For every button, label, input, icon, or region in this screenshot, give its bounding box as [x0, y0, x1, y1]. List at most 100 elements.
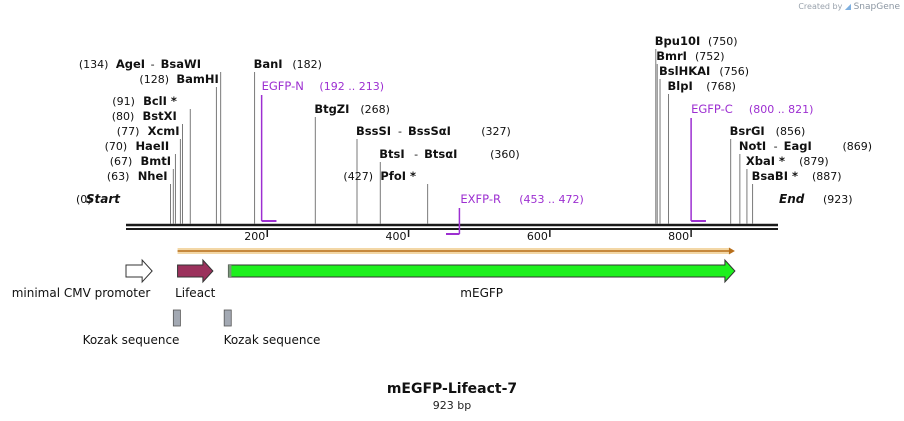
- site-enzyme-name: Bpu10I: [655, 34, 700, 48]
- ruler-tick-label: 600: [527, 230, 548, 243]
- site-enzyme-name: BamHI: [176, 72, 218, 86]
- cds-feature-arrow: [177, 258, 214, 284]
- site-position-label: (887): [812, 170, 842, 183]
- site-position-label: (91): [112, 95, 135, 108]
- site-position-label: (182): [292, 58, 322, 71]
- feature-label: mEGFP: [460, 286, 503, 300]
- restriction-site: (427) PfoI *: [343, 169, 416, 183]
- restriction-site: (879) XbaI *: [746, 154, 829, 168]
- restriction-site: (128) BamHI: [139, 72, 218, 86]
- site-position-label: (427): [343, 170, 373, 183]
- restriction-site: (856) BsrGI: [730, 124, 806, 138]
- restriction-site: (756) BslHKAI: [659, 64, 749, 78]
- site-enzyme-name: BanI: [254, 57, 283, 71]
- feature-start-hatch: [228, 265, 232, 277]
- restriction-site: (752) BmrI: [656, 49, 724, 63]
- site-name-separator: -: [774, 140, 778, 153]
- site-position-label: (327): [481, 125, 511, 138]
- site-enzyme-name: BmrI: [656, 49, 687, 63]
- site-position-label: (360): [490, 148, 520, 161]
- site-enzyme-name: BmtI: [141, 154, 172, 168]
- feature-label: minimal CMV promoter: [12, 286, 151, 300]
- snapgene-credit: Created by ◢ SnapGene: [798, 2, 900, 12]
- site-position-label: (268): [360, 103, 390, 116]
- primer-name: EXFP-R: [460, 192, 501, 206]
- site-position-label: (768): [706, 80, 736, 93]
- restriction-site: (63) NheI: [107, 169, 168, 183]
- site-enzyme-name: BssSI: [356, 124, 391, 138]
- site-position-label: (856): [776, 125, 806, 138]
- site-enzyme-name: NheI: [138, 169, 168, 183]
- restriction-site: (887) BsaBI *: [752, 169, 842, 183]
- site-name-separator: -: [414, 148, 418, 161]
- site-enzyme-name: BclI *: [143, 94, 177, 108]
- site-position-label: (128): [139, 73, 169, 86]
- restriction-site: (182) BanI: [254, 57, 322, 71]
- restriction-site: (77) XcmI: [117, 124, 180, 138]
- credit-prefix: Created by: [798, 2, 843, 11]
- site-enzyme-name: BslHKAI: [659, 64, 710, 78]
- primer-name: EGFP-C: [691, 102, 733, 116]
- plasmid-name: mEGFP-Lifeact-7: [386, 381, 518, 397]
- primer-range-label: (453 .. 472): [519, 193, 584, 206]
- ruler-tick-label: 800: [668, 230, 689, 243]
- kozak-label: Kozak sequence: [224, 333, 321, 347]
- primer-range-label: (800 .. 821): [749, 103, 814, 116]
- site-position-label: (67): [110, 155, 133, 168]
- primer-name: EGFP-N: [262, 79, 304, 93]
- site-position-label: (869): [842, 140, 872, 153]
- kozak-box: [172, 309, 181, 327]
- site-enzyme-name: NotI: [739, 139, 766, 153]
- primer: EXFP-R (453 .. 472): [445, 192, 584, 235]
- credit-brand: SnapGene: [853, 2, 900, 12]
- site-enzyme-name: HaeII: [135, 139, 169, 153]
- end-label: End: [779, 192, 805, 206]
- site-enzyme-name: XbaI *: [746, 154, 785, 168]
- site-enzyme-name: BtsI: [379, 147, 404, 161]
- cds-feature-arrow: [227, 258, 736, 284]
- restriction-site: (70) HaeII: [105, 139, 170, 153]
- site-position-label: (77): [117, 125, 140, 138]
- start-label: Start: [86, 192, 121, 206]
- site-enzyme-name: EagI: [784, 139, 812, 153]
- primer: EGFP-C (800 .. 821): [690, 102, 814, 222]
- site-position-label: (80): [112, 110, 135, 123]
- site-position-label: (752): [695, 50, 725, 63]
- site-enzyme-name: BtgZI: [314, 102, 349, 116]
- site-name-separator: -: [151, 58, 155, 71]
- site-name-separator: -: [398, 125, 402, 138]
- primer: EGFP-N (192 .. 213): [260, 79, 384, 222]
- promoter-feature-arrow: [125, 258, 153, 284]
- site-position-label: (750): [708, 35, 738, 48]
- site-enzyme-name: BssSαI: [408, 124, 451, 138]
- feature-label: Lifeact: [175, 286, 216, 300]
- site-enzyme-name: AgeI: [116, 57, 145, 71]
- restriction-site: (67) BmtI: [110, 154, 171, 168]
- site-enzyme-name: BstXI: [143, 109, 177, 123]
- site-position-label: (134): [79, 58, 109, 71]
- site-position-label: (756): [719, 65, 749, 78]
- site-enzyme-name: BlpI: [668, 79, 693, 93]
- kozak-box: [223, 309, 232, 327]
- restriction-site: (750) Bpu10I: [655, 34, 738, 48]
- restriction-site: (869) NotI - EagI: [739, 139, 872, 153]
- restriction-site: (91) BclI *: [112, 94, 177, 108]
- site-enzyme-name: BsaWI: [161, 57, 201, 71]
- restriction-site: (360) BtsI - BtsαI: [379, 147, 519, 161]
- site-enzyme-name: BtsαI: [424, 147, 457, 161]
- site-position-label: (879): [799, 155, 829, 168]
- restriction-site: (134) AgeI - BsaWI: [79, 57, 201, 71]
- site-enzyme-name: BsaBI *: [752, 169, 798, 183]
- restriction-site: (80) BstXI: [112, 109, 177, 123]
- restriction-site: (327) BssSI - BssSαI: [356, 124, 511, 138]
- site-enzyme-name: PfoI *: [380, 169, 416, 183]
- restriction-site: (268) BtgZI: [314, 102, 390, 116]
- ruler-tick-label: 200: [244, 230, 265, 243]
- plasmid-size: 923 bp: [432, 399, 472, 412]
- site-position-label: (70): [105, 140, 128, 153]
- snapgene-logo-icon: ◢: [844, 2, 852, 11]
- site-enzyme-name: XcmI: [148, 124, 180, 138]
- kozak-label: Kozak sequence: [83, 333, 180, 347]
- start-position-label: (0): [76, 193, 92, 206]
